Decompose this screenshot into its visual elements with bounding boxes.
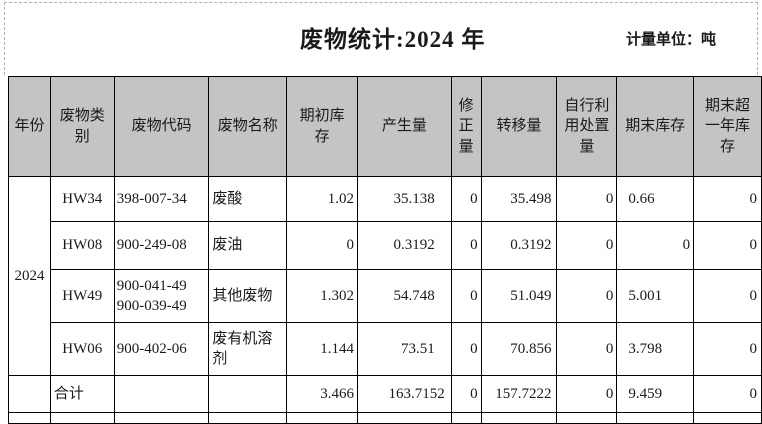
cell-over-one-year: 0 [693,221,762,270]
cell-self-disposed: 0 [556,176,618,222]
cell-self-disposed: 0 [556,221,618,270]
table-row: HW49 900-041-49 900-039-49 其他废物 1.302 54… [9,269,762,323]
print-area-dashed-border [4,2,758,75]
col-header-self-disposed: 自行利用处置量 [556,76,618,177]
total-transferred: 157.7222 [480,375,558,413]
cell-category: HW34 [49,176,115,222]
cell-generated: 54.748 [356,269,452,323]
cell-category: HW06 [49,322,115,376]
total-row: 合计 3.466 163.7152 0 157.7222 0 9.459 0 [8,375,762,413]
cell-transferred: 0.3192 [480,221,558,270]
cell-over-one-year: 0 [693,269,762,323]
waste-statistics-table: 年份 废物类别 废物代码 废物名称 期初库存 产生量 修正量 转移量 自行利用处… [8,76,762,424]
total-over-one-year: 0 [693,375,762,413]
total-opening-stock: 3.466 [286,375,358,413]
cell-code: 398-007-34 [113,176,210,222]
cell-generated: 73.51 [356,322,452,376]
cell-code: 900-249-08 [113,221,210,270]
cell-corrected: 0 [450,176,482,222]
cell-opening-stock: 1.144 [286,322,358,376]
cell-over-one-year: 0 [693,176,762,222]
cell-name: 废酸 [208,176,288,222]
col-header-year: 年份 [8,76,51,177]
cell-opening-stock: 1.302 [286,269,358,323]
col-header-generated: 产生量 [356,76,452,177]
col-header-name: 废物名称 [208,76,288,177]
cell-category: HW08 [49,221,115,270]
cell-year-empty [8,375,51,413]
cell-corrected: 0 [450,221,482,270]
cell-transferred: 35.498 [480,176,558,222]
cell-name-empty [208,375,288,413]
cell-corrected: 0 [450,322,482,376]
cell-generated: 0.3192 [356,221,452,270]
cell-opening-stock: 0 [286,221,358,270]
cell-name: 其他废物 [208,269,288,323]
header-row: 年份 废物类别 废物代码 废物名称 期初库存 产生量 修正量 转移量 自行利用处… [8,76,762,177]
cell-category: HW49 [49,269,115,323]
cell-corrected: 0 [450,269,482,323]
col-header-category: 废物类别 [49,76,115,177]
total-label-cell: 合计 [49,375,115,413]
cell-generated: 35.138 [356,176,452,222]
col-header-closing-stock: 期末库存 [616,76,695,177]
col-header-corrected: 修正量 [450,76,482,177]
cell-name: 废油 [208,221,288,270]
year-merged-cell: 2024 [8,176,51,376]
cell-code-empty [113,375,210,413]
total-corrected: 0 [450,375,482,413]
total-self-disposed: 0 [556,375,618,413]
cell-name: 废有机溶剂 [208,322,288,376]
cell-transferred: 70.856 [480,322,558,376]
cell-self-disposed: 0 [556,322,618,376]
table-row: HW08 900-249-08 废油 0 0.3192 0 0.3192 0 0… [9,221,762,270]
unit-label: 计量单位：吨 [626,32,717,48]
cell-opening-stock: 1.02 [286,176,358,222]
cell-closing-stock: 0.66 [616,176,695,222]
empty-partial-row [8,412,762,424]
col-header-transferred: 转移量 [480,76,558,177]
table-row: 2024 HW34 398-007-34 废酸 1.02 35.138 0 35… [8,176,762,376]
col-header-opening-stock: 期初库存 [286,76,358,177]
col-header-over-one-year: 期末超一年库存 [693,76,762,177]
page-title: 废物统计:2024 年 [300,27,486,52]
cell-closing-stock: 5.001 [616,269,695,323]
cell-over-one-year: 0 [693,322,762,376]
cell-self-disposed: 0 [556,269,618,323]
total-generated: 163.7152 [356,375,452,413]
cell-transferred: 51.049 [480,269,558,323]
cell-closing-stock: 3.798 [616,322,695,376]
cell-code: 900-041-49 900-039-49 [113,269,210,323]
cell-closing-stock: 0 [616,221,695,270]
table-row: HW06 900-402-06 废有机溶剂 1.144 73.51 0 70.8… [9,322,762,376]
col-header-code: 废物代码 [113,76,210,177]
total-closing-stock: 9.459 [616,375,695,413]
cell-code: 900-402-06 [113,322,210,376]
